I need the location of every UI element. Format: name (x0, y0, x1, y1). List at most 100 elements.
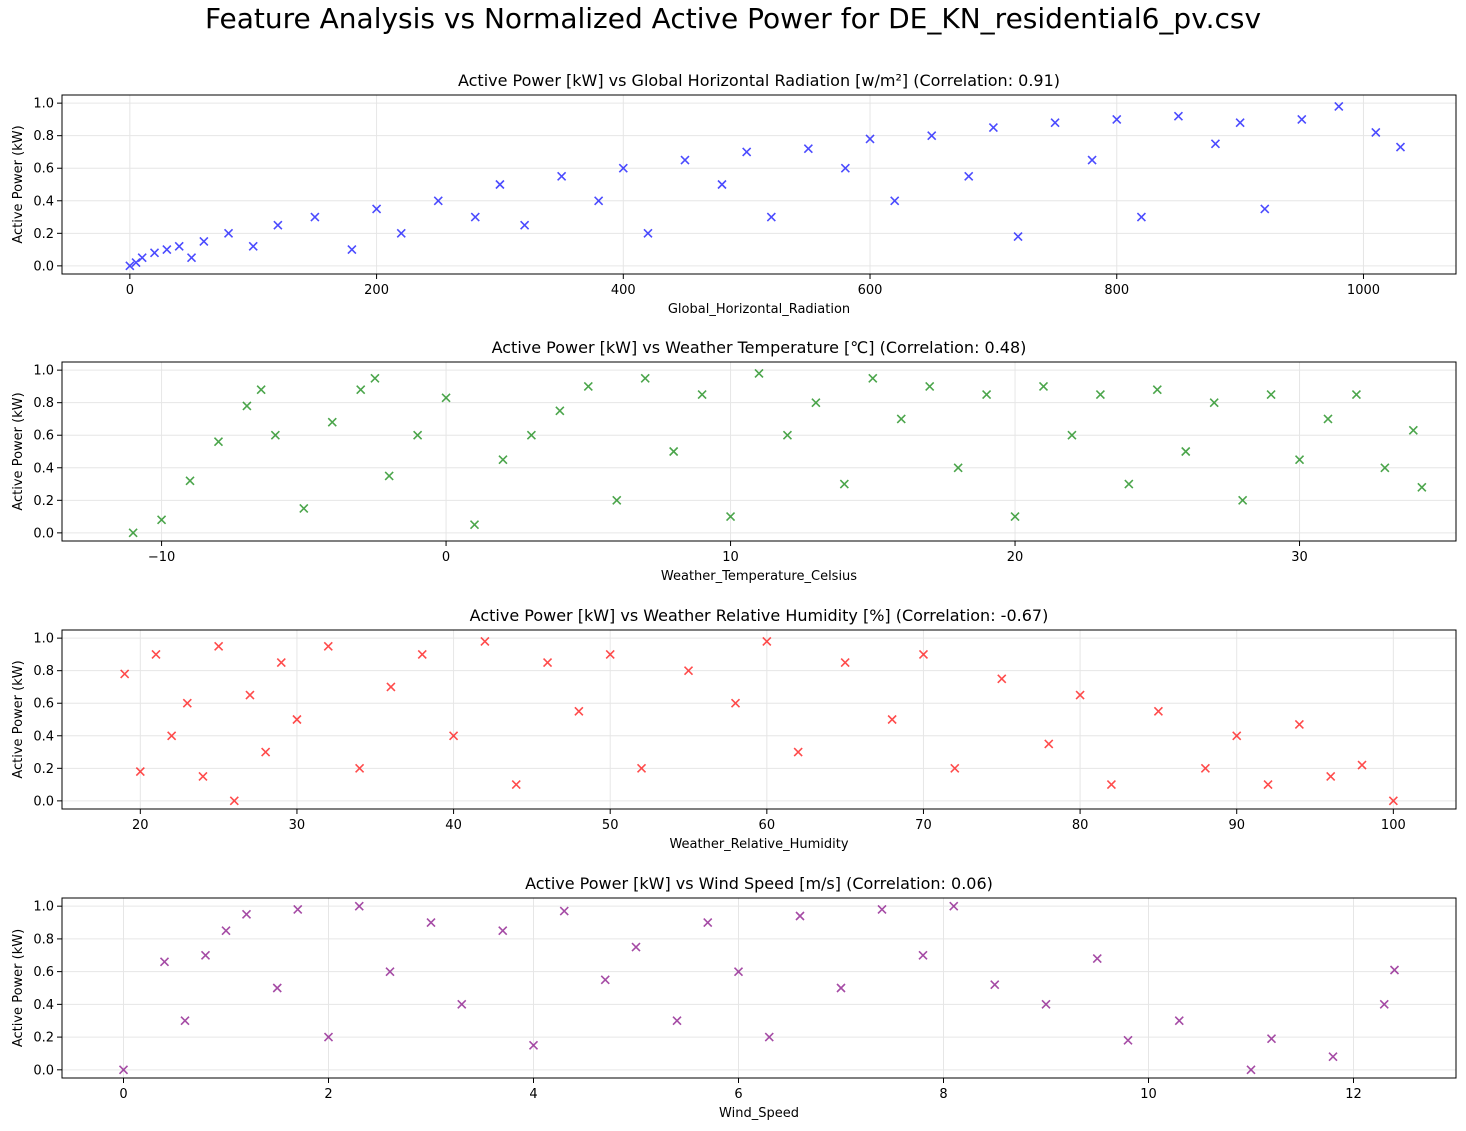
y-tick-label: 0.2 (33, 494, 54, 509)
data-point (198, 771, 208, 782)
data-point (1389, 965, 1400, 975)
data-point (128, 528, 138, 538)
x-tick-label: 2 (324, 1087, 332, 1102)
y-axis-label: Active Power (kW) (11, 392, 26, 510)
data-point (1266, 1034, 1277, 1044)
data-point (925, 381, 935, 391)
y-axis-label: Active Power (kW) (11, 660, 26, 778)
data-point (643, 228, 653, 238)
data-point (811, 398, 821, 408)
data-point (640, 373, 650, 383)
y-tick-label: 0.2 (33, 762, 54, 777)
data-point (555, 406, 565, 416)
data-point (1408, 425, 1418, 435)
figure-title: Feature Analysis vs Normalized Active Po… (204, 2, 1262, 35)
x-axis-label: Global_Horizontal_Radiation (668, 302, 850, 317)
data-point (356, 385, 366, 395)
x-tick-label: 50 (602, 818, 619, 833)
subplot-4: 0 2 4 6 8 10 12 0.0 0.2 0.4 0.6 0.8 1.0 Active Power … (11, 874, 1457, 1121)
data-point (918, 649, 929, 659)
data-point (242, 401, 252, 411)
y-tick-label: 0.6 (33, 429, 54, 444)
data-point (669, 446, 679, 457)
x-tick-label: 60 (759, 818, 776, 833)
data-point (511, 780, 521, 790)
subplot-title: Active Power [kW] vs Weather Temperature… (492, 338, 1027, 357)
data-point (1326, 771, 1336, 782)
data-point (542, 657, 553, 668)
y-tick-label: 0.8 (33, 129, 54, 144)
y-tick-label: 0.4 (33, 194, 54, 209)
data-point (730, 698, 741, 708)
data-point (372, 204, 382, 214)
data-point (1417, 482, 1427, 492)
data-point (1297, 114, 1307, 124)
data-point (1124, 479, 1134, 489)
data-point (125, 261, 135, 271)
data-point (118, 1065, 129, 1075)
x-tick-label: 30 (1291, 550, 1308, 565)
data-point (839, 479, 849, 489)
data-point (299, 503, 309, 514)
y-tick-label: 0.0 (33, 259, 54, 274)
data-point (1238, 495, 1248, 505)
data-point (918, 950, 928, 960)
y-tick-label: 0.8 (33, 664, 54, 679)
data-point (1357, 760, 1367, 770)
data-point (1323, 414, 1333, 424)
data-point (636, 763, 647, 773)
x-tick-label: 200 (364, 283, 389, 298)
data-point (1235, 118, 1245, 128)
x-tick-label: 6 (734, 1087, 742, 1102)
data-point (354, 901, 364, 911)
data-point (618, 163, 628, 173)
data-point (185, 476, 195, 486)
data-point (1334, 101, 1344, 111)
data-point (927, 131, 937, 141)
y-tick-label: 1.0 (33, 97, 54, 112)
x-tick-label: 0 (119, 1087, 127, 1102)
data-point (417, 649, 427, 659)
data-point (1181, 446, 1191, 457)
data-point (782, 430, 793, 440)
data-point (498, 926, 508, 936)
subplot-title: Active Power [kW] vs Weather Relative Hu… (470, 606, 1049, 625)
data-point (241, 909, 252, 919)
data-point (594, 196, 604, 206)
data-point (997, 674, 1007, 684)
data-point (310, 212, 320, 222)
data-point (764, 1032, 774, 1042)
data-point (680, 155, 690, 165)
data-point (137, 253, 147, 263)
x-tick-label: 20 (1007, 550, 1024, 565)
data-point (887, 714, 897, 725)
x-tick-label: 10 (1140, 1087, 1157, 1102)
subplot-title: Active Power [kW] vs Wind Speed [m/s] (C… (525, 874, 993, 893)
data-point (495, 179, 505, 190)
data-point (469, 520, 480, 530)
data-point (559, 906, 569, 916)
data-point (557, 171, 567, 181)
data-point (480, 636, 490, 646)
data-point (988, 122, 998, 133)
data-point (200, 950, 211, 960)
data-point (1038, 381, 1049, 391)
data-point (583, 381, 593, 391)
x-tick-label: 100 (1381, 818, 1406, 833)
data-point (180, 1016, 190, 1026)
scatter-series (120, 636, 1398, 806)
data-point (1371, 127, 1381, 137)
data-point (1075, 690, 1085, 700)
data-point (612, 495, 622, 505)
data-point (1013, 232, 1023, 242)
data-point (162, 245, 172, 255)
data-point (327, 417, 337, 427)
data-point (433, 196, 443, 206)
data-point (1153, 706, 1163, 716)
data-point (526, 430, 536, 440)
data-point (1380, 463, 1390, 473)
scatter-series (125, 101, 1406, 271)
data-point (1351, 389, 1361, 400)
subplot-2: −10 0 10 20 30 0.0 0.2 0.4 0.6 0.8 1.0 Active Power… (11, 338, 1457, 584)
